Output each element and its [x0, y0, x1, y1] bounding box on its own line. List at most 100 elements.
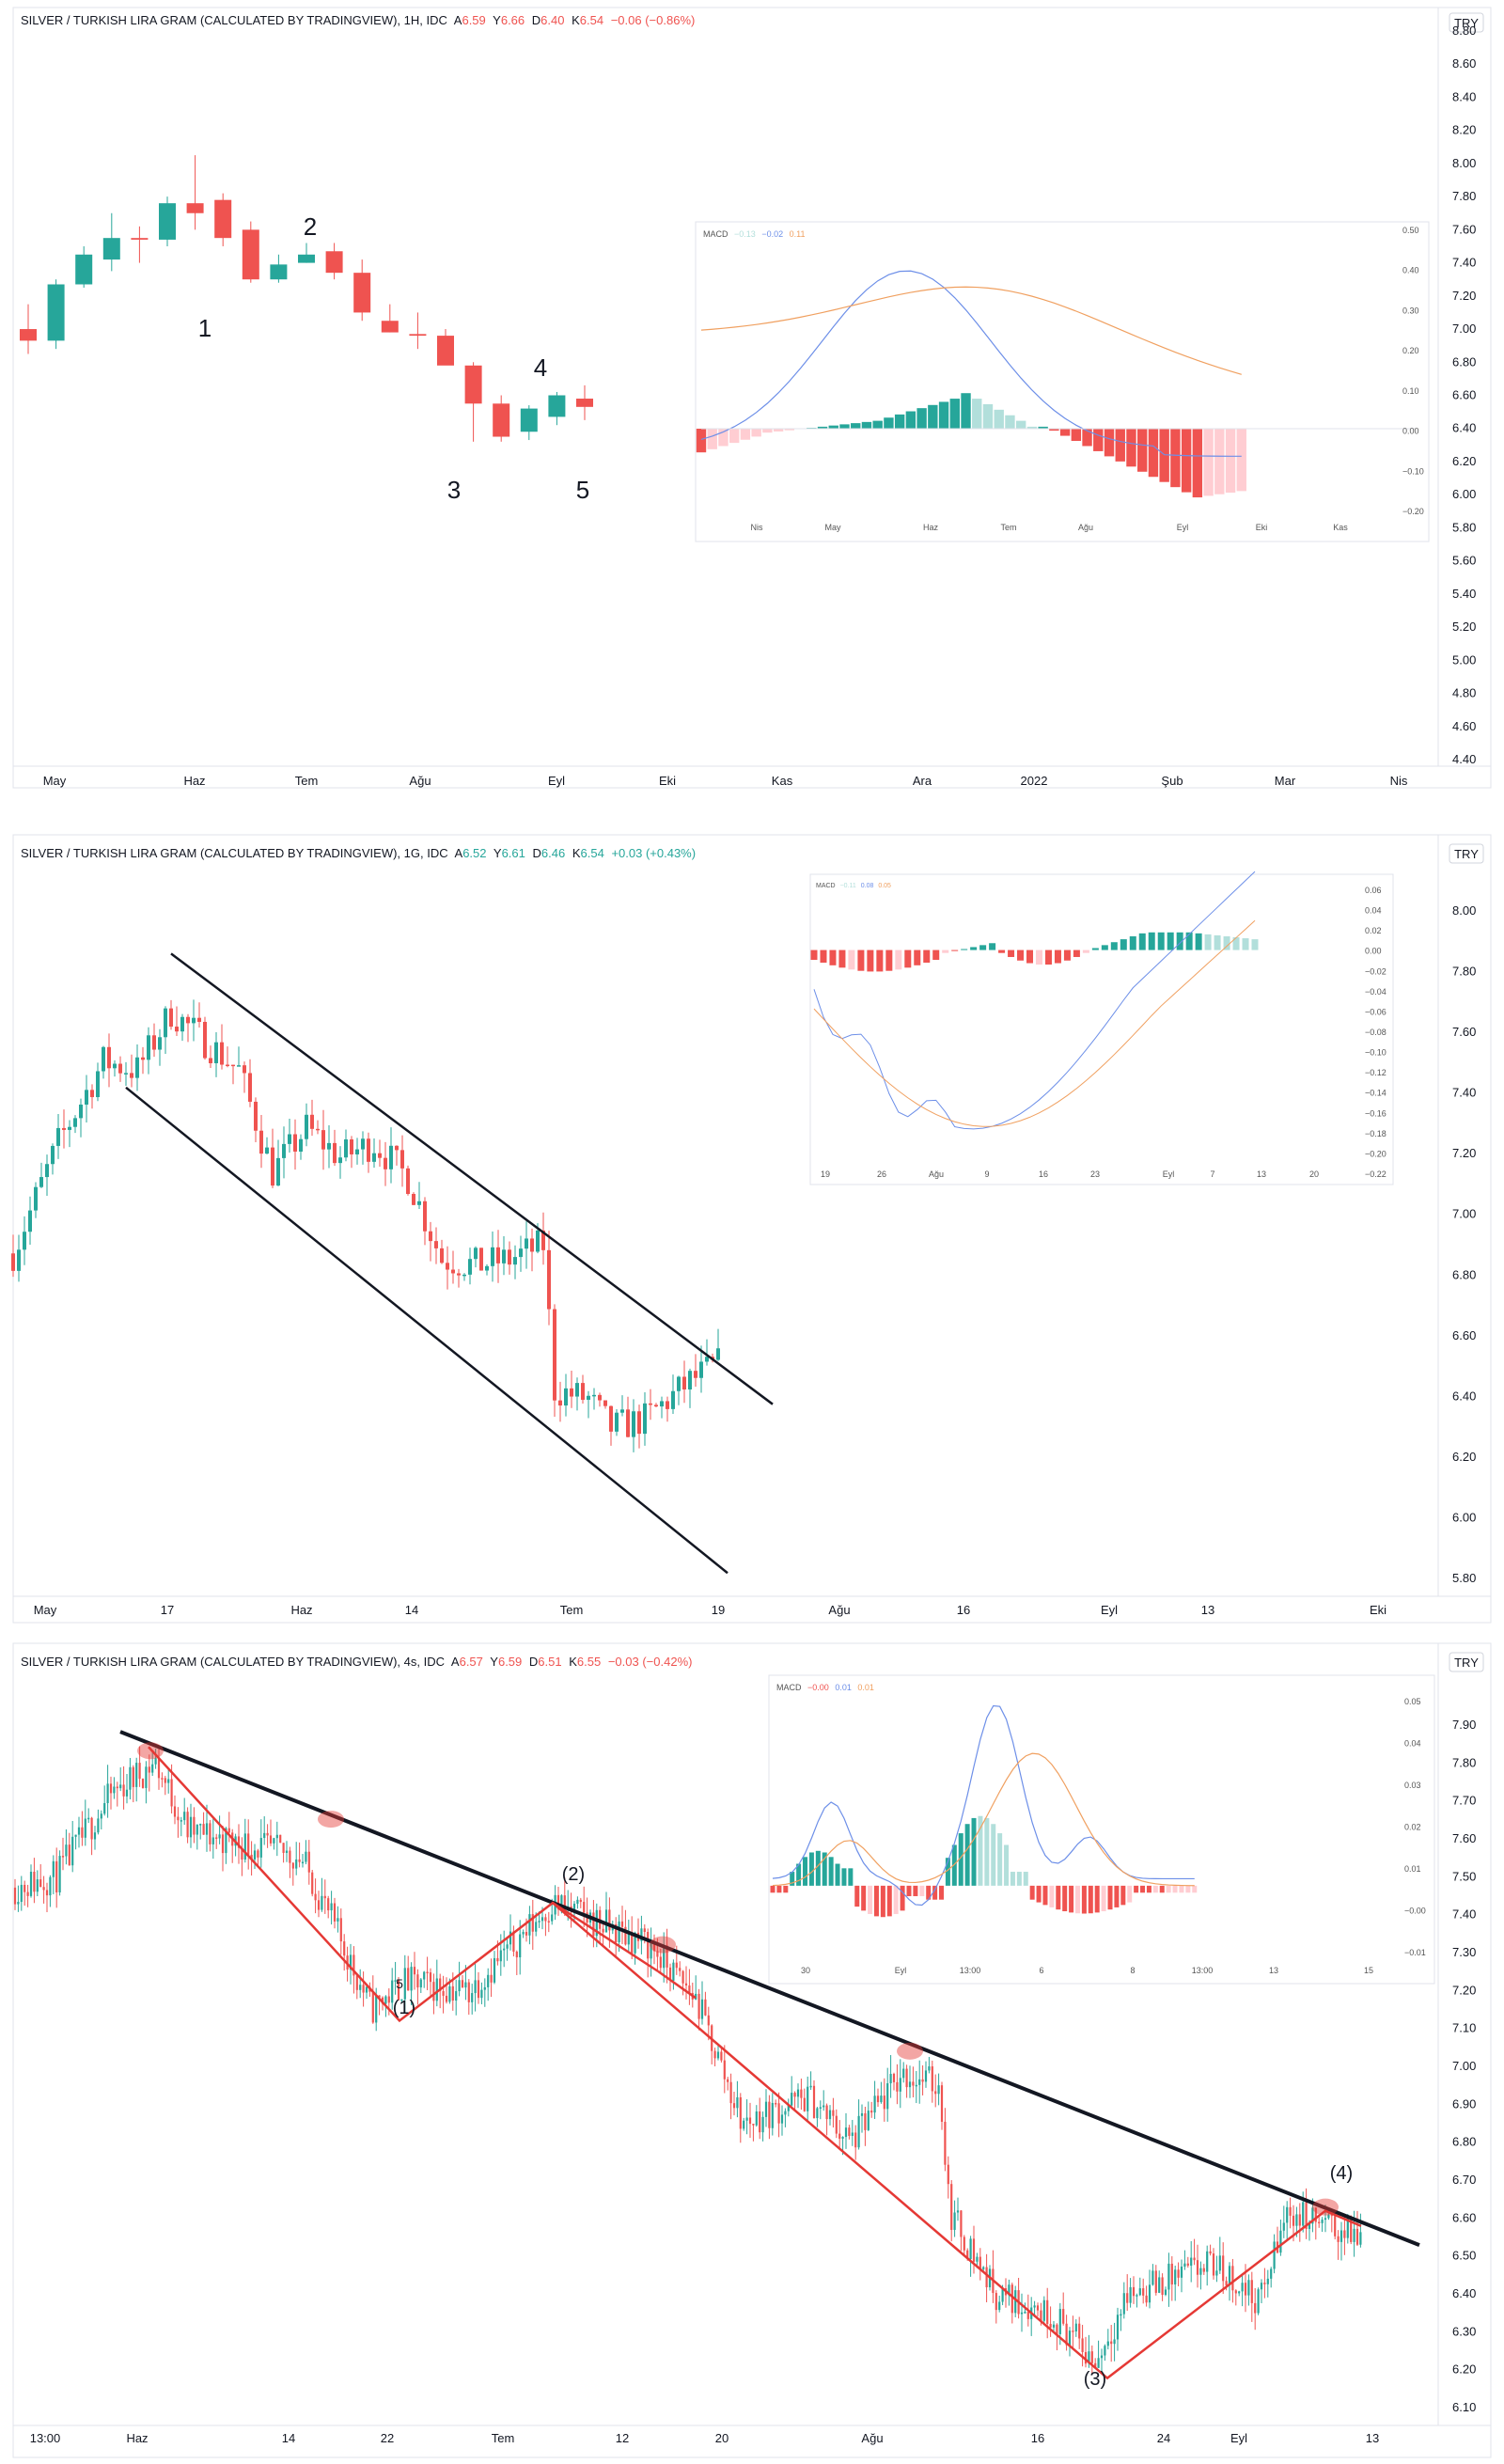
currency-badge[interactable] [1449, 843, 1484, 864]
candle-body [666, 1945, 668, 1968]
price-tick: 8.60 [1452, 56, 1476, 71]
candle-body [394, 1980, 397, 1982]
price-tick: 8.40 [1452, 89, 1476, 103]
candle-body [944, 2121, 947, 2165]
wave-segment-red [552, 1902, 659, 1972]
macd-hist-bar [939, 1885, 945, 1900]
candle-body [479, 1248, 483, 1271]
candle-body [656, 1951, 659, 1957]
price-tick: 7.80 [1452, 189, 1476, 203]
macd-hist-bar [1181, 429, 1192, 493]
macd-hist-bar [900, 1885, 905, 1911]
candle-body [1104, 2346, 1106, 2356]
candle-body [822, 2105, 825, 2108]
price-tick: 5.80 [1452, 520, 1476, 534]
macd-hist-bar [1159, 429, 1169, 482]
candle-body [732, 2103, 736, 2109]
time-tick: 14 [282, 2431, 295, 2445]
candle-body [899, 2078, 901, 2092]
candle-body [522, 1932, 525, 1935]
candle-body [960, 2210, 963, 2237]
candle-body [608, 1909, 611, 1931]
macd-hist-bar [884, 417, 894, 429]
candle-body [480, 1989, 483, 1999]
macd-inset: MACD −0.00 0.01 0.01 0.050.040.030.020.0… [768, 1674, 1435, 1985]
wave-label-4: (4) [1330, 2163, 1353, 2184]
candle-body [1241, 2283, 1244, 2292]
macd-hist-bar [1192, 429, 1203, 498]
macd-hist-bar [1101, 945, 1108, 950]
price-tick: 7.40 [1452, 1086, 1476, 1100]
candle-body [618, 1921, 620, 1942]
macd-hist-bar [1044, 950, 1052, 965]
candle-body [42, 1887, 45, 1891]
time-tick: Eki [1256, 523, 1268, 532]
currency-badge[interactable] [1449, 1652, 1484, 1672]
candle-body [780, 2114, 784, 2124]
macd-hist-bar [817, 426, 828, 429]
candle-body [381, 321, 399, 333]
macd-hist-bar [1214, 934, 1221, 950]
price-tick: 5.80 [1452, 1571, 1476, 1585]
candle-body [637, 1411, 641, 1435]
macd-hist-bar [1069, 1885, 1074, 1913]
currency-badge[interactable] [1449, 12, 1484, 33]
candle-body [333, 1903, 337, 1922]
macd-inset-frame [768, 1674, 1435, 1985]
price-tick: 0.05 [1404, 1697, 1421, 1706]
candle-body [429, 1231, 432, 1242]
candle-body [161, 1778, 164, 1780]
price-tick: 6.40 [1452, 421, 1476, 435]
candle-body [214, 199, 232, 239]
macd-hist-bar [1146, 1885, 1152, 1893]
candle-body [273, 1838, 275, 1844]
candle-body [409, 334, 427, 337]
candle-body [1010, 2284, 1013, 2314]
macd-hist-bar [1063, 950, 1071, 961]
candle-body [649, 1403, 652, 1405]
candle-body [47, 284, 65, 341]
candle-body [560, 1895, 563, 1910]
time-tick: Ağu [409, 774, 431, 788]
candle-body [520, 408, 538, 432]
candle-body [417, 1201, 421, 1205]
macd-hist-bar [1008, 950, 1015, 957]
macd-hist-bar [1148, 429, 1159, 478]
time-tick: Tem [1000, 523, 1016, 532]
time-tick: Ağu [1078, 523, 1093, 532]
candle-body [835, 2115, 838, 2134]
time-tick: Eyl [1163, 1169, 1175, 1179]
candle-body [864, 2112, 867, 2130]
candle-body [1036, 2305, 1040, 2311]
candle-body [966, 2250, 969, 2259]
candle-body [77, 1827, 81, 1835]
macd-hist-bar [876, 950, 884, 972]
macd-hist-bar [822, 1852, 827, 1886]
touch-marker [650, 1936, 676, 1954]
macd-hist-bar [1029, 1885, 1035, 1900]
candle-body [96, 1071, 100, 1098]
candle-body [220, 1042, 224, 1065]
time-tick: 22 [381, 2431, 394, 2445]
candle-body [1020, 2312, 1024, 2315]
signal-line [700, 286, 1242, 375]
macd-hist-bar [982, 403, 994, 429]
candle-body [647, 1932, 650, 1959]
candle-body [314, 1893, 317, 1901]
candle-body [976, 2256, 979, 2262]
candle-body [275, 1834, 278, 1839]
wave-label-2: (2) [562, 1864, 585, 1885]
time-tick: 20 [1309, 1169, 1319, 1179]
macd-hist-bar [1129, 935, 1136, 950]
candle-body [400, 1150, 404, 1169]
candle-body [384, 1996, 387, 2004]
candle-body [243, 1065, 246, 1074]
candle-body [1033, 2305, 1036, 2308]
candle-body [609, 1405, 613, 1432]
price-tick: 0.00 [1402, 427, 1419, 436]
candle-body [205, 1823, 209, 1835]
candle-body [1260, 2283, 1263, 2290]
candle-body [125, 1789, 129, 1797]
candle-body [310, 1114, 314, 1129]
price-tick: 4.60 [1452, 719, 1476, 733]
